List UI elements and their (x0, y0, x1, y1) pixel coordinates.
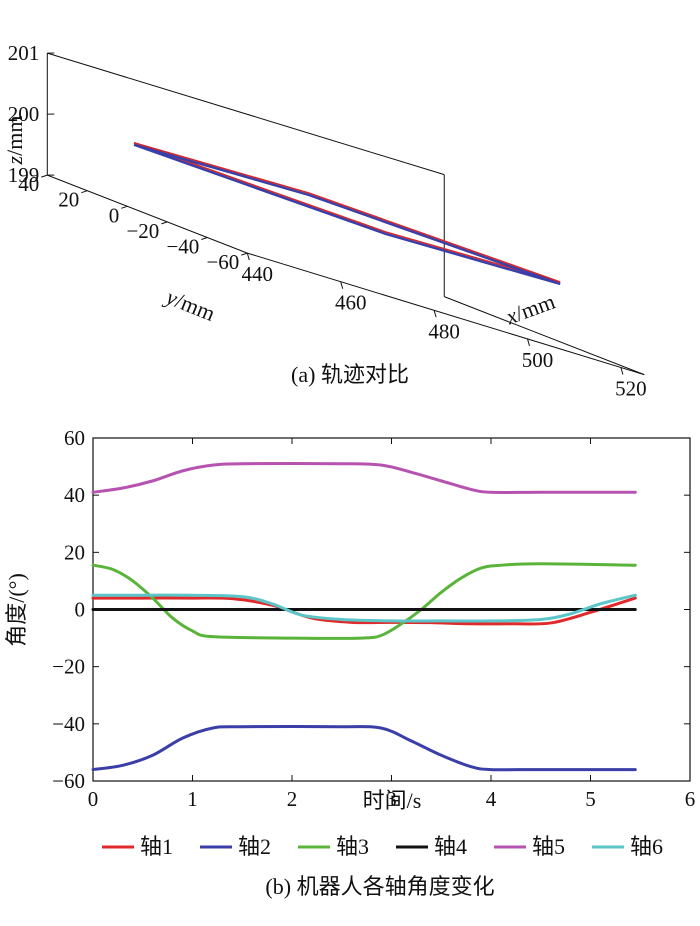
x-tick-label: 4 (486, 787, 497, 811)
y-tick-label: −20 (52, 655, 85, 679)
y-tick-label: 0 (109, 203, 120, 227)
y-tick-label: 0 (75, 598, 86, 622)
x-tick-mark (246, 252, 250, 261)
y-axis-line (47, 174, 248, 254)
trajectory-series-1 (133, 142, 561, 283)
y-axis-label: 角度/(°) (4, 573, 29, 647)
box-edge (444, 296, 645, 376)
y-tick-mark (81, 190, 88, 194)
y-tick-label: 40 (64, 483, 85, 507)
x-tick-mark (620, 367, 624, 375)
y-tick-label: 20 (58, 188, 79, 212)
y-tick-label: −40 (52, 712, 85, 736)
x-tick-label: 3 (386, 787, 397, 811)
legend-label: 轴2 (238, 834, 271, 859)
box-edge (47, 52, 445, 176)
x-tick-label: 6 (685, 787, 696, 811)
y-tick-label: 60 (64, 426, 85, 450)
y-tick-mark (41, 174, 48, 178)
y-tick-label: −60 (52, 769, 85, 793)
x-axis-label: x/mm (502, 289, 559, 330)
y-tick-label: −40 (166, 235, 199, 259)
x-tick-mark (340, 281, 344, 289)
axis-ticks: 0 1 2 3 4 5 6 −60 −40 −20 0 20 40 60 (52, 426, 695, 811)
x-tick-label: 460 (335, 291, 367, 315)
x-tick-label: 520 (615, 377, 647, 401)
x-axis-line (247, 252, 645, 376)
legend-label: 轴4 (434, 834, 467, 859)
x-tick-mark (527, 338, 530, 347)
y-tick-label: 20 (64, 540, 85, 564)
z-axis-label: z/mm (2, 116, 27, 166)
x-tick-label: 500 (522, 348, 554, 372)
y-tick-label: 40 (18, 172, 39, 196)
y-tick-label: −60 (206, 250, 239, 274)
x-axis-label: 时间/s (363, 788, 422, 813)
y-tick-mark (121, 205, 128, 209)
x-tick-label: 440 (242, 262, 274, 286)
legend-label: 轴3 (336, 834, 369, 859)
series-line-3 (91, 562, 637, 640)
joint-angle-chart: 0 1 2 3 4 5 6 −60 −40 −20 0 20 40 60 时间/s 角度/(°) 轴1 轴2… (4, 426, 695, 899)
series-line-5 (91, 462, 637, 495)
x-tick-label: 2 (287, 787, 298, 811)
legend-label: 轴1 (140, 834, 173, 859)
trajectory-lines (133, 142, 561, 286)
x-tick-label: 1 (187, 787, 198, 811)
z-tick-label: 199 (8, 163, 40, 187)
x-tick-label: 0 (88, 787, 99, 811)
x-tick-label: 480 (428, 319, 460, 343)
series-line-1 (91, 596, 637, 626)
y-tick-mark (161, 221, 168, 225)
caption-b: (b) 机器人各轴角度变化 (265, 874, 494, 899)
y-tick-mark (201, 237, 208, 240)
legend-label: 轴6 (630, 834, 663, 859)
legend-label: 轴5 (532, 834, 565, 859)
trajectory-series-2 (133, 143, 561, 286)
y-axis-label: y/mm (161, 283, 219, 326)
caption-a: (a) 轨迹对比 (291, 362, 409, 387)
x-tick-mark (433, 310, 437, 318)
y-tick-mark (241, 252, 248, 256)
x-tick-label: 5 (585, 787, 596, 811)
series-line-6 (91, 593, 637, 623)
z-tick-label: 200 (8, 102, 40, 126)
axes-box-3d (46, 52, 645, 376)
series-lines (91, 462, 637, 772)
y-tick-label: −20 (126, 219, 159, 243)
series-line-2 (91, 725, 637, 772)
z-tick-label: 201 (8, 41, 40, 65)
legend: 轴1 轴2 轴3 轴4 轴5 轴6 (102, 834, 663, 859)
